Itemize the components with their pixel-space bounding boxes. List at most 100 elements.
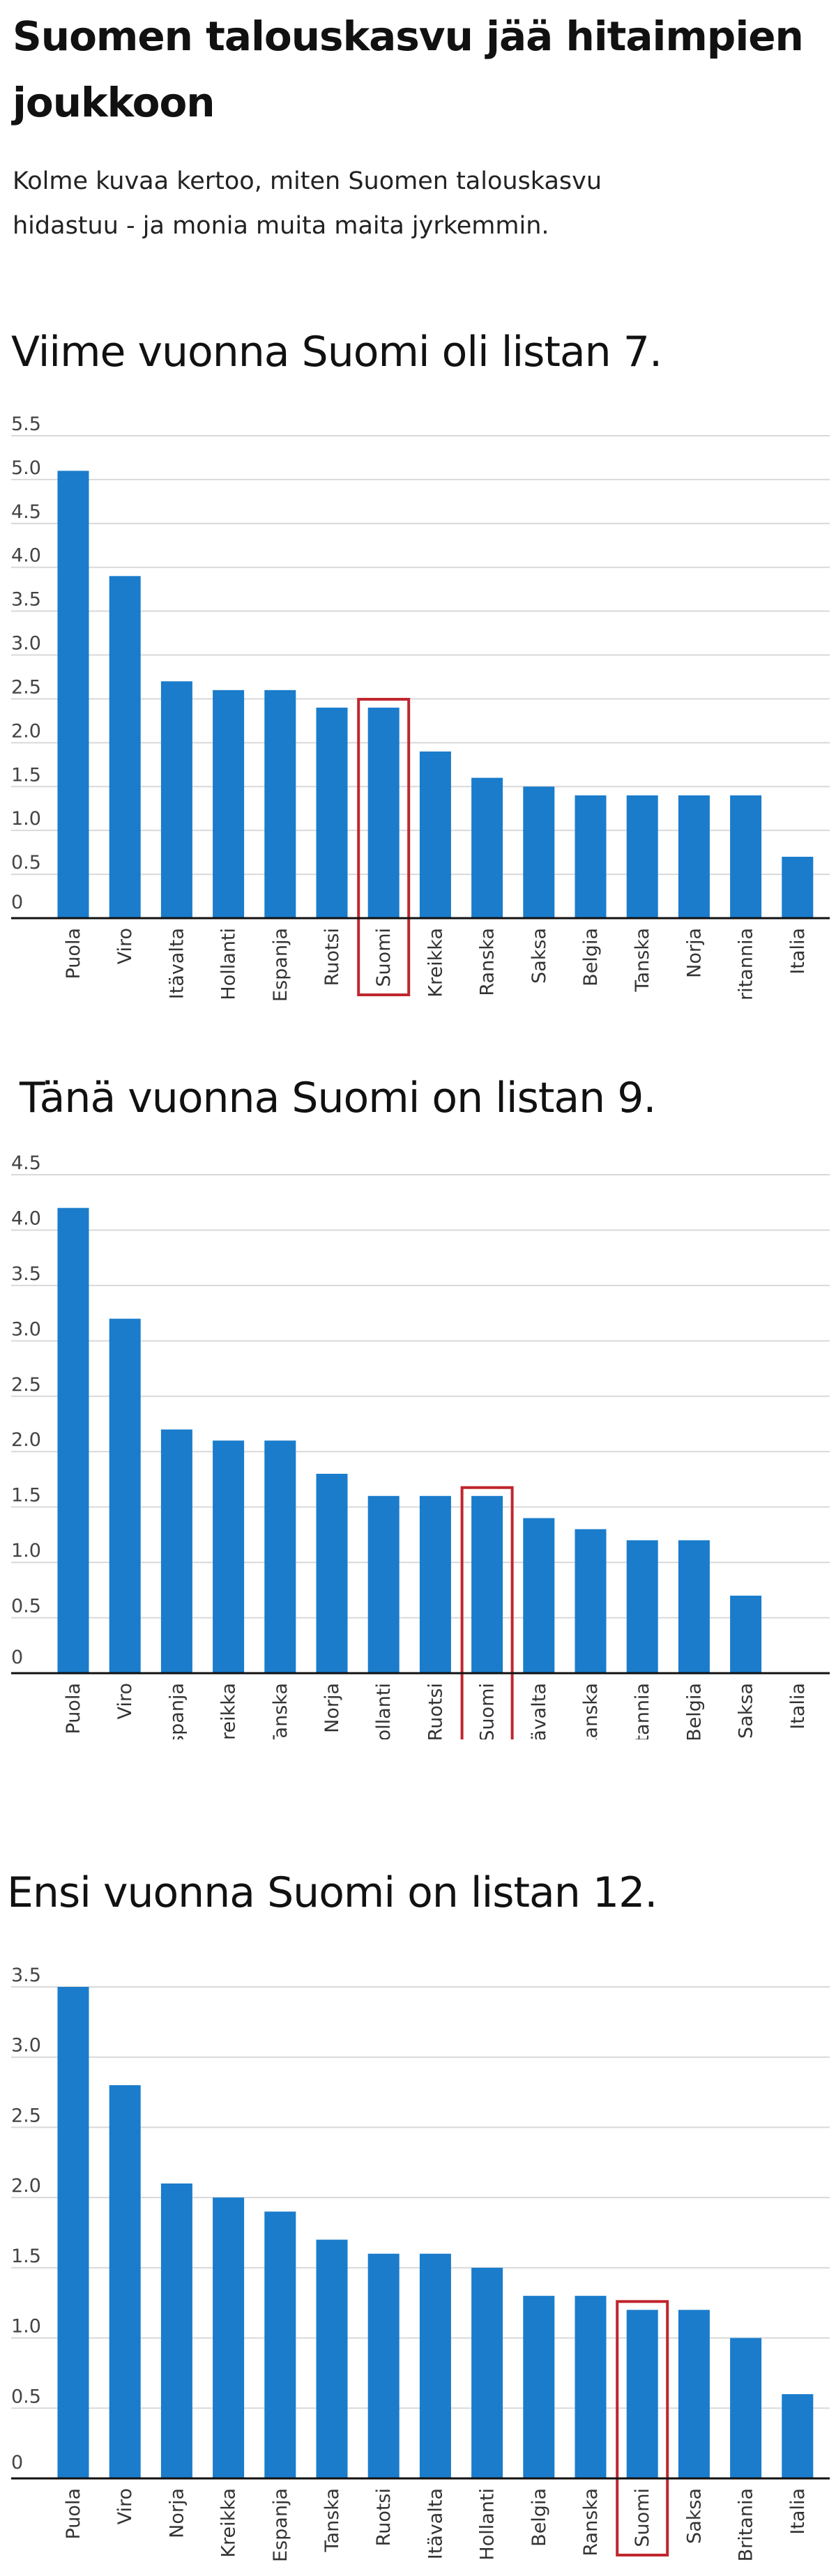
- bar: [419, 751, 451, 918]
- x-category-label: Puola: [63, 2488, 84, 2540]
- bar: [316, 1474, 348, 1673]
- y-tick-label: 2.0: [11, 720, 41, 742]
- x-category-label: Kreikka: [218, 1683, 240, 1739]
- y-tick-label: 1.5: [11, 1485, 41, 1507]
- bar: [419, 1495, 451, 1673]
- y-tick-label: 4.0: [11, 1207, 41, 1229]
- bar: [523, 1518, 555, 1673]
- x-category-label: Norja: [321, 1683, 343, 1733]
- x-category-label: Viro: [114, 1683, 136, 1719]
- x-category-label: Ruotsi: [425, 1683, 446, 1739]
- bar: [730, 795, 762, 918]
- y-tick-label: 4.5: [11, 501, 41, 523]
- bar: [730, 1595, 762, 1673]
- x-category-label: Hollanti: [477, 2488, 499, 2561]
- x-category-label: Ranska: [580, 1683, 602, 1739]
- bar: [471, 1495, 503, 1673]
- x-category-label: Espanja: [270, 2488, 291, 2562]
- y-tick-label: 3.5: [11, 1263, 41, 1285]
- x-category-label: Itävalta: [529, 1683, 550, 1739]
- x-category-label: Tanska: [321, 2488, 343, 2552]
- bar: [782, 856, 814, 918]
- bar: [264, 2211, 296, 2478]
- x-category-label: Ruotsi: [373, 2488, 395, 2546]
- y-tick-label: 3.0: [11, 633, 41, 655]
- y-tick-label: 2.0: [11, 1429, 41, 1451]
- y-tick-label: 2.5: [11, 2105, 41, 2126]
- x-category-label: Itävalta: [166, 928, 188, 999]
- page-subtitle: Kolme kuvaa kertoo, miten Suomen talousk…: [13, 167, 602, 240]
- y-tick-label: 3.5: [11, 589, 41, 611]
- bar: [109, 576, 141, 918]
- y-tick-label: 1.0: [11, 808, 41, 830]
- x-category-label: Saksa: [683, 2488, 705, 2544]
- bar: [367, 2253, 400, 2478]
- bar: [109, 2085, 141, 2478]
- bar: [626, 1540, 658, 1673]
- y-tick-label: 0.5: [11, 1596, 41, 1617]
- bar: [57, 471, 89, 918]
- bar-chart: 0 0.5 1.0 1.5 2.0 2.5 3.0 3.5 4.0 4.5 Puola Viro Esp…: [11, 1152, 830, 1739]
- bar: [316, 708, 348, 918]
- x-category-label: Hollanti: [373, 1683, 395, 1739]
- y-tick-label: 2.5: [11, 1374, 41, 1396]
- x-category-label: Viro: [114, 928, 136, 964]
- x-category-label: Puola: [63, 928, 84, 980]
- x-category-label: Italia: [787, 2488, 809, 2535]
- bar: [213, 689, 245, 918]
- x-category-label: Tanska: [632, 928, 653, 992]
- bar: [160, 1429, 192, 1673]
- bar: [160, 2183, 192, 2478]
- bar: [575, 2296, 607, 2478]
- y-tick-label: 1.5: [11, 2246, 41, 2267]
- bar: [419, 2253, 451, 2478]
- bar: [57, 1207, 89, 1673]
- bar: [782, 2394, 814, 2478]
- bar: [264, 689, 296, 918]
- x-category-label: Itävalta: [425, 2488, 446, 2559]
- x-category-label: Ranska: [580, 2488, 602, 2556]
- x-category-label: Suomi: [373, 928, 395, 987]
- x-category-label: Italia: [787, 1683, 809, 1730]
- y-tick-label: 1.0: [11, 1540, 41, 1562]
- x-category-label: Ruotsi: [321, 928, 343, 986]
- y-tick-label: 5.0: [11, 457, 41, 479]
- y-tick-label: 0: [11, 2452, 23, 2474]
- x-category-label: Belgia: [683, 1683, 705, 1739]
- bar: [316, 2239, 348, 2478]
- bar: [678, 2310, 710, 2478]
- bar: [264, 1440, 296, 1673]
- x-category-label: Puola: [63, 1683, 84, 1735]
- x-category-label: Tanska: [270, 1683, 291, 1739]
- bar: [678, 1540, 710, 1673]
- y-tick-label: 2.0: [11, 2175, 41, 2197]
- chart-title: Viime vuonna Suomi oli listan 7.: [11, 328, 662, 376]
- highlight-box: [616, 2300, 669, 2556]
- bar-chart: 0 0.5 1.0 1.5 2.0 2.5 3.0 3.5 Puola Viro Norja Krei…: [11, 1965, 830, 2562]
- y-tick-label: 4.5: [11, 1152, 41, 1174]
- y-tick-label: 3.5: [11, 1965, 41, 1986]
- x-category-label: Britania: [736, 2488, 757, 2561]
- bar: [57, 1987, 89, 2478]
- x-category-label: Suomi: [632, 2488, 653, 2547]
- x-category-label: Suomi: [477, 1683, 499, 1739]
- y-tick-label: 0: [11, 892, 23, 913]
- bar-chart: 0 0.5 1.0 1.5 2.0 2.5 3.0 3.5 4.0 4.5 5.0 5.5 Puola V…: [11, 413, 830, 1000]
- bar: [523, 786, 555, 918]
- x-category-label: Norja: [166, 2488, 188, 2538]
- y-tick-label: 0.5: [11, 2386, 41, 2407]
- bar: [575, 795, 607, 918]
- y-tick-label: 5.5: [11, 413, 41, 435]
- highlight-box: [357, 698, 411, 996]
- chart-title: Tänä vuonna Suomi on listan 9.: [20, 1074, 656, 1122]
- x-category-label: Saksa: [529, 928, 550, 984]
- bar: [367, 1495, 400, 1673]
- chart-last-year: Viime vuonna Suomi oli listan 7. 0 0.5 1.0…: [0, 328, 836, 1004]
- bar: [213, 1440, 245, 1673]
- y-tick-label: 1.0: [11, 2316, 41, 2338]
- x-category-label: Ranska: [477, 928, 499, 996]
- x-category-label: Norja: [683, 928, 705, 978]
- bar: [367, 708, 400, 918]
- y-tick-label: 2.5: [11, 676, 41, 698]
- x-category-label: Belgia: [529, 2488, 550, 2547]
